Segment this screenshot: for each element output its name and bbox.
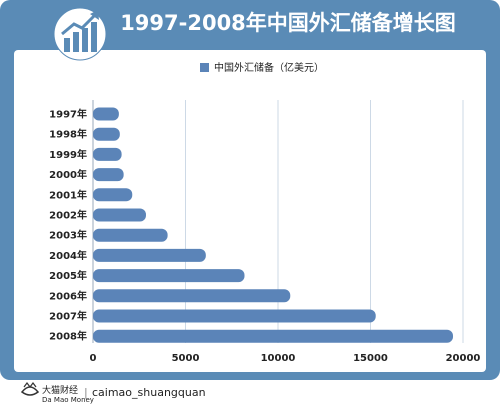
- bar-layer: [93, 107, 454, 343]
- bar: [93, 269, 245, 283]
- bar: [93, 248, 206, 262]
- bar: [93, 289, 291, 303]
- brand-name: 大猫财经: [42, 384, 78, 396]
- y-tick-label: 2000年: [49, 168, 87, 181]
- footer: 大猫财经 Da Mao Money | caimao_shuangquan: [20, 382, 206, 404]
- y-tick-label: 2004年: [49, 249, 87, 262]
- bar: [93, 309, 376, 323]
- footer-separator: |: [84, 386, 88, 399]
- brand-subtitle: Da Mao Money: [42, 396, 94, 404]
- bar: [93, 208, 146, 222]
- y-tick-label: 2007年: [49, 310, 87, 323]
- legend-swatch: [200, 63, 209, 72]
- legend-label: 中国外汇储备（亿美元）: [214, 61, 324, 74]
- x-tick-label: 5000: [172, 353, 200, 364]
- cat-logo-icon: [20, 382, 40, 396]
- bar: [93, 228, 168, 242]
- legend: 中国外汇储备（亿美元）: [200, 61, 324, 74]
- bar: [93, 127, 120, 141]
- bar-chart-trend-icon: [53, 7, 107, 61]
- bar: [93, 329, 454, 343]
- x-axis-labels: 0 5000 10000 15000 20000: [90, 353, 481, 364]
- bar: [93, 168, 124, 182]
- y-tick-label: 2005年: [49, 269, 87, 282]
- y-tick-label: 2008年: [49, 330, 87, 343]
- bar: [93, 107, 119, 121]
- y-tick-label: 2002年: [49, 209, 87, 222]
- chart-title: 1997-2008年中国外汇储备增长图: [120, 11, 456, 35]
- y-tick-label: 2003年: [49, 229, 87, 242]
- bar: [93, 188, 133, 202]
- y-tick-label: 1999年: [49, 148, 87, 161]
- y-tick-label: 1998年: [49, 128, 87, 141]
- x-tick-label: 10000: [261, 353, 296, 364]
- y-tick-label: 2001年: [49, 188, 87, 201]
- x-tick-label: 20000: [446, 353, 481, 364]
- y-axis-labels: 1997年 1998年 1999年 2000年 2001年 2002年 2003年 2004年…: [49, 108, 87, 343]
- footer-handle: caimao_shuangquan: [92, 386, 206, 399]
- x-tick-label: 0: [90, 353, 97, 364]
- bar: [93, 147, 122, 161]
- x-tick-label: 15000: [353, 353, 388, 364]
- y-tick-label: 1997年: [49, 108, 87, 121]
- y-tick-label: 2006年: [49, 289, 87, 302]
- grid-layer: [92, 100, 464, 343]
